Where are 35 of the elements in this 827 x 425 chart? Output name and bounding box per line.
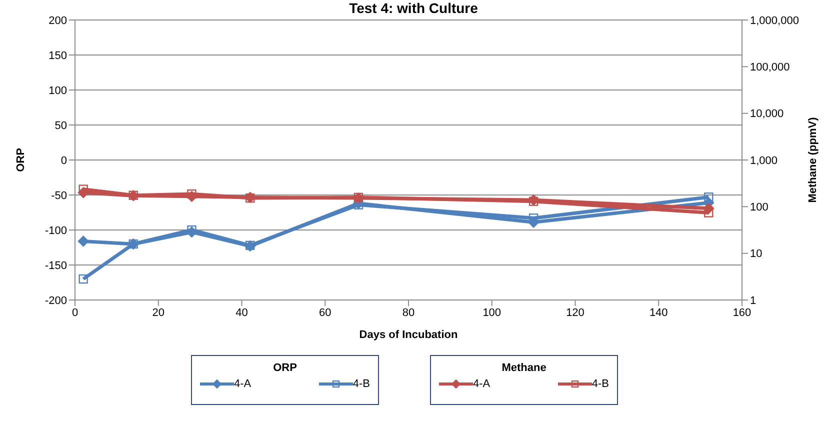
y2-tick-label: 10 [750,248,762,260]
x-tick-label: 80 [402,306,415,319]
y-tick-label: 100 [48,84,67,97]
text: Methane [500,362,548,374]
x-tick-label: 40 [236,306,248,319]
y-tick-label: -100 [44,224,67,237]
legend-label: 4-B [352,378,370,390]
y2-tick-label: 100 [750,202,768,214]
y2-axis-title: Methane (ppmV) [806,116,819,203]
text: ORP [272,362,298,374]
x-axis-title: Days of Incubation [359,329,458,341]
y-tick-label: 50 [54,120,67,132]
x-tick-label: 0 [72,306,78,319]
x-tick-label: 160 [732,306,752,319]
y-tick-label: 200 [48,14,67,27]
y-axis-title: ORP [14,148,27,172]
x-tick-label: 100 [482,306,502,319]
y2-tick-label: 1,000,000 [750,14,799,27]
x-tick-label: 120 [566,306,584,319]
legend-label: 4-B [592,378,609,390]
y2-tick-label: 100,000 [750,62,790,74]
y2-tick-label: 10,000 [750,108,784,120]
y-tick-label: 150 [48,50,67,62]
x-tick-label: 140 [649,306,668,319]
y-tick-label: -150 [44,260,67,272]
y2-tick-label: 1,000 [750,154,778,167]
x-tick-label: 60 [319,306,332,319]
y-tick-label: 0 [60,154,67,167]
y-tick-label: -50 [51,190,67,202]
y2-tick-label: 1 [750,294,756,307]
x-tick-label: 20 [152,306,164,319]
y-tick-label: -200 [44,294,67,307]
legend-label: 4-A [234,378,252,390]
legend-label: 4-A [473,378,490,390]
chart-title: Test 4: with Culture [348,0,479,16]
